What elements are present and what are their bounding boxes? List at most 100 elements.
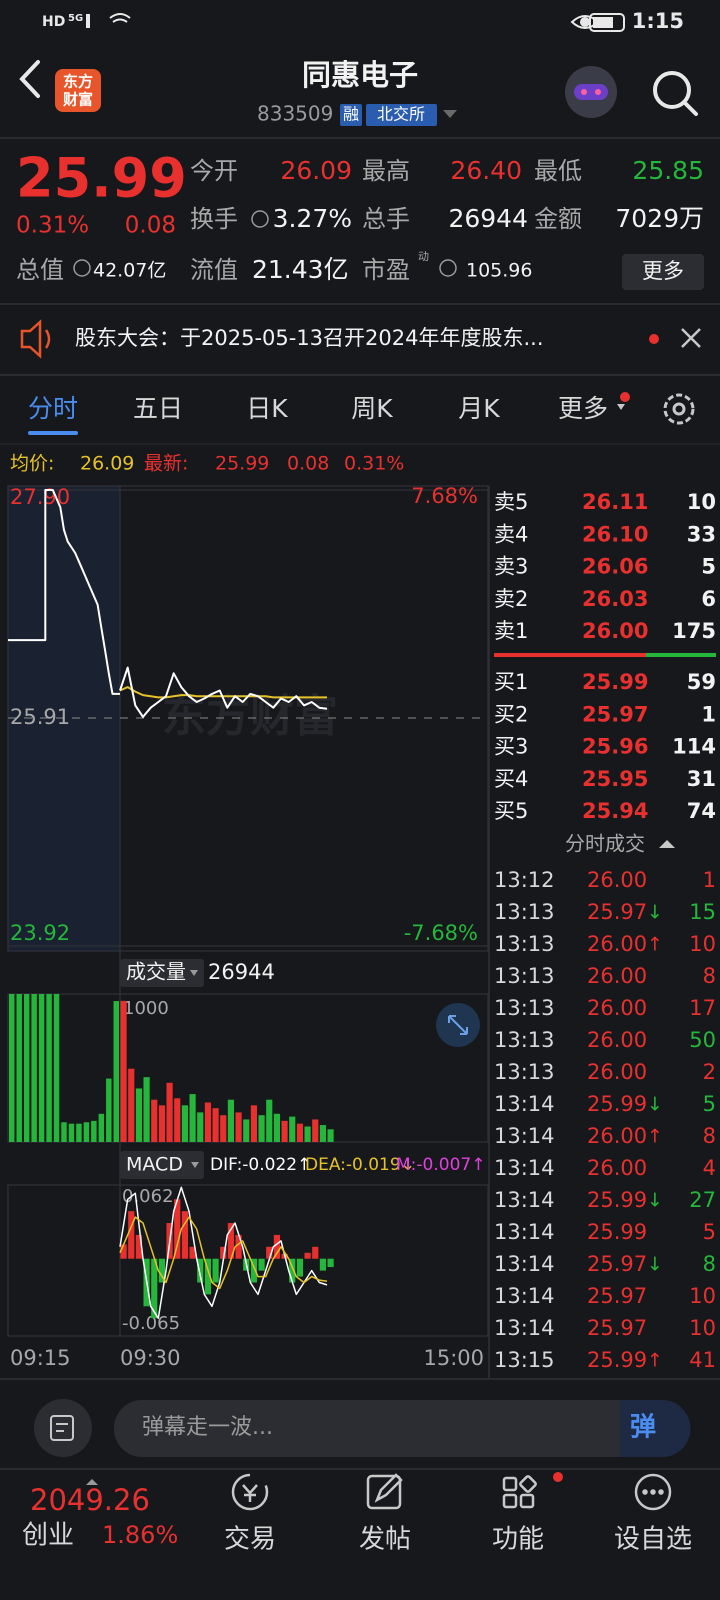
volume-bar — [250, 1105, 257, 1142]
dropdown-arrow[interactable] — [443, 110, 457, 118]
volume-bar — [143, 1077, 150, 1142]
info-icon[interactable] — [73, 259, 91, 277]
nav-icon[interactable] — [366, 1473, 403, 1510]
macd-bar — [273, 1234, 280, 1259]
volume-bar — [220, 1115, 227, 1142]
macd-bar — [212, 1258, 219, 1283]
comment-placeholder[interactable]: 弹幕走一波... — [142, 1415, 273, 1440]
macd-label[interactable]: MACD — [126, 1154, 183, 1176]
volume-bar — [212, 1108, 219, 1142]
volume-bar — [266, 1099, 273, 1142]
active-tab-indicator — [28, 431, 78, 435]
macd-bar — [120, 1244, 127, 1259]
trade-price: 26.00 — [587, 996, 647, 1020]
stat-value: 26944 — [448, 204, 528, 233]
nav-icon[interactable] — [634, 1473, 672, 1511]
volume-bar — [128, 1068, 135, 1142]
volume-bar — [91, 1120, 97, 1142]
book-level: 卖3 — [494, 555, 528, 579]
index-arrow — [86, 1479, 98, 1485]
comment-input[interactable] — [114, 1400, 690, 1457]
book-volume: 74 — [687, 799, 716, 823]
y-tick-label: 27.90 — [10, 485, 70, 509]
settings-button[interactable] — [663, 393, 695, 425]
tab[interactable]: 日K — [246, 394, 288, 423]
book-volume: 5 — [701, 555, 716, 579]
index-change[interactable]: 1.86% — [102, 1521, 178, 1549]
macd-bar — [181, 1211, 188, 1259]
avg-value: 26.09 — [80, 453, 134, 475]
volume-bar — [227, 1099, 234, 1142]
stat-label: 流值 — [190, 256, 238, 284]
trade-volume: 5 — [703, 1092, 716, 1116]
volume-bar — [319, 1125, 326, 1142]
volume-bar — [296, 1123, 303, 1142]
stat-label: 总手 — [362, 205, 410, 233]
trade-time: 13:15 — [494, 1348, 555, 1372]
volume-bar — [304, 1126, 311, 1142]
info-icon[interactable] — [251, 210, 269, 228]
volume-bar — [76, 1123, 82, 1142]
trade-price: 25.97 — [587, 1316, 647, 1340]
tab[interactable]: 五日 — [133, 394, 183, 423]
trade-price: 26.00 — [587, 964, 647, 988]
macd-bar — [312, 1246, 319, 1259]
more-button[interactable] — [622, 254, 704, 290]
stock-code: 833509 — [257, 102, 333, 126]
volume-selector[interactable] — [120, 959, 204, 987]
expand-button[interactable] — [436, 1003, 480, 1047]
nav-label[interactable]: 设自选 — [614, 1525, 692, 1555]
unread-dot — [553, 1472, 563, 1482]
robot-avatar[interactable] — [565, 66, 617, 118]
more-label[interactable]: 更多 — [642, 259, 684, 283]
trade-price: 25.97 — [587, 1252, 647, 1276]
stat-value: 21.43亿 — [252, 255, 349, 284]
nav-label[interactable]: 发帖 — [359, 1525, 411, 1555]
book-price: 25.95 — [582, 767, 648, 791]
macd-bar — [258, 1258, 265, 1271]
trades-title[interactable]: 分时成交 — [565, 832, 645, 856]
tab[interactable]: 月K — [458, 394, 500, 423]
tab[interactable]: 更多 — [558, 394, 608, 423]
volume-bar — [289, 1116, 296, 1142]
tab[interactable]: 分时 — [28, 394, 78, 423]
index-name[interactable]: 创业 — [22, 1521, 74, 1551]
volume-bar — [31, 994, 37, 1142]
indicator-selector[interactable] — [120, 1151, 204, 1179]
notice-text[interactable]: 股东大会：于2025-05-13召开2024年年度股东... — [75, 326, 544, 350]
send-button-bg[interactable] — [620, 1400, 691, 1457]
back-button[interactable] — [19, 60, 40, 98]
nav-label[interactable]: 交易 — [224, 1525, 276, 1555]
trade-volume: 5 — [703, 1220, 716, 1244]
info-icon[interactable] — [439, 259, 457, 277]
macd-bar — [197, 1258, 204, 1283]
nav-icon[interactable] — [502, 1475, 537, 1509]
status-time: 1:15 — [632, 9, 684, 33]
volume-bar — [273, 1113, 280, 1142]
stat-label: 市盈 — [362, 256, 410, 284]
search-button[interactable] — [653, 71, 698, 116]
trade-price: 25.99 — [587, 1220, 647, 1244]
nav-icon[interactable] — [231, 1473, 269, 1511]
book-price: 26.03 — [582, 587, 648, 611]
tab[interactable]: 周K — [351, 394, 393, 423]
trade-time: 13:13 — [494, 900, 555, 924]
dea-line — [119, 1216, 328, 1290]
status-icons — [86, 13, 625, 32]
close-notice[interactable] — [681, 328, 701, 348]
index-value[interactable]: 2049.26 — [30, 1483, 150, 1517]
nav-label[interactable]: 功能 — [492, 1525, 544, 1555]
dropdown-arrow — [191, 1162, 199, 1168]
macd-bar — [250, 1258, 257, 1283]
macd-bar — [235, 1234, 242, 1259]
margin-tag-bg — [340, 104, 362, 126]
danmaku-toggle[interactable] — [34, 1399, 92, 1457]
trade-arrow: ↑ — [647, 1350, 663, 1372]
macd-bar — [296, 1258, 303, 1277]
stat-label: 最低 — [534, 157, 582, 185]
volume-label[interactable]: 成交量 — [126, 960, 186, 984]
ask-bid-bar — [646, 653, 716, 657]
sort-arrow[interactable] — [659, 840, 675, 848]
send-button[interactable]: 弹 — [630, 1413, 656, 1443]
